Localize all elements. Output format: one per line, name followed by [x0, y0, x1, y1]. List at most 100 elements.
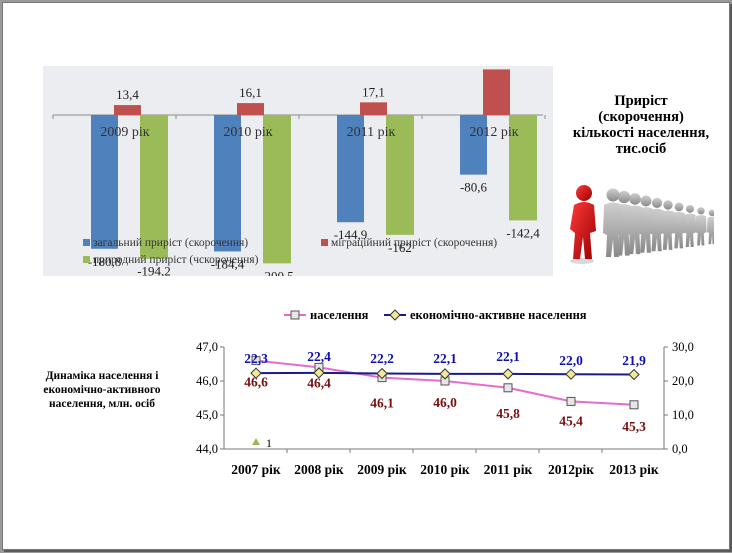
- right-tick-label: 30,0: [672, 340, 694, 354]
- bar: [140, 115, 168, 259]
- bar-data-label: 13,4: [116, 87, 139, 102]
- population-legend-label: населення: [310, 308, 369, 322]
- bar: [460, 115, 487, 175]
- population-data-label: 46,0: [433, 395, 457, 410]
- x-tick-label: 2009 рік: [357, 462, 407, 477]
- bar: [483, 69, 510, 115]
- population-line-chart: 2007 рік 2008 рік 2009 рік 2010 рік 2011 рік…: [196, 308, 694, 477]
- right-tick-label: 10,0: [672, 408, 694, 422]
- population-chart-label: Динаміка населення і економічно-активног…: [21, 369, 183, 411]
- population-data-label: 46,4: [307, 375, 331, 390]
- economic-active-point: [250, 367, 262, 379]
- grey-figure-icon: [672, 202, 686, 249]
- bar-category-label: 2010 рік: [223, 125, 272, 140]
- left-tick-label: 44,0: [196, 442, 218, 456]
- population-legend-marker: [290, 310, 300, 320]
- bar-chart-panel: -180,8-184,4-144,9-80,613,416,117,161,6-…: [43, 66, 553, 276]
- bar: [386, 115, 414, 235]
- bar: [360, 102, 387, 115]
- bar-category-label: 2009 рік: [100, 125, 149, 140]
- bar-category-label: 2012 рік: [469, 125, 518, 140]
- bar-category-label: 2011 рік: [347, 125, 396, 140]
- bar-data-label: 17,1: [362, 84, 385, 99]
- population-point: [629, 400, 639, 410]
- right-tick-label: 20,0: [672, 374, 694, 388]
- bar-legend-swatch: [83, 256, 90, 263]
- population-data-label: 45,4: [559, 413, 583, 428]
- x-tick-label: 2007 рік: [231, 462, 281, 477]
- economic-active-data-label: 22,0: [559, 353, 583, 368]
- bar-data-label: -80,6: [460, 180, 488, 195]
- economic-active-data-label: 22,2: [370, 351, 394, 366]
- bar: [237, 103, 264, 115]
- grey-figure-icon: [683, 204, 697, 247]
- population-data-label: 45,3: [622, 419, 646, 434]
- economic-legend-marker: [389, 309, 401, 321]
- bar-data-label: -162: [388, 240, 412, 255]
- extra-marker-label: 1: [266, 436, 272, 450]
- economic-active-point: [502, 368, 514, 380]
- bar: [337, 115, 364, 223]
- bar-legend-label: загальний приріст (скорочення): [93, 237, 248, 249]
- bar-data-label: -184,4: [211, 256, 245, 271]
- left-tick-label: 47,0: [196, 340, 218, 354]
- economic-active-data-label: 21,9: [622, 353, 646, 368]
- economic-active-data-label: 22,4: [307, 349, 331, 364]
- bar: [263, 115, 291, 264]
- population-data-label: 46,6: [244, 375, 268, 390]
- economic-active-point: [565, 368, 577, 380]
- bar-data-label: -180,8: [88, 254, 122, 269]
- population-data-label: 46,1: [370, 396, 394, 411]
- title-line-1: Приріст: [614, 93, 668, 109]
- x-tick-label: 2010 рік: [420, 462, 470, 477]
- economic-active-point: [628, 368, 640, 381]
- x-tick-label: 2012рік: [548, 462, 594, 477]
- economic-active-point: [313, 367, 325, 379]
- bar-legend-swatch: [321, 239, 328, 246]
- left-tick-label: 45,0: [196, 408, 218, 422]
- population-label-line-3: населення, млн. осіб: [49, 398, 155, 410]
- extra-triangle-marker: [252, 438, 260, 445]
- people-queue-illustration: [566, 161, 714, 271]
- bar-chart: -180,8-184,4-144,9-80,613,416,117,161,6-…: [52, 66, 546, 276]
- grey-figure-icon: [660, 200, 676, 250]
- title-line-2: (скорочення): [598, 109, 684, 125]
- economic-active-data-label: 22,3: [244, 351, 268, 366]
- grey-figure-icon: [603, 188, 623, 257]
- population-point: [566, 396, 576, 406]
- economic-legend-label: економічно-активне населення: [410, 308, 587, 322]
- economic-active-point: [376, 367, 388, 380]
- bar-data-label: -142,4: [506, 225, 540, 240]
- bar-data-label: 16,1: [239, 85, 262, 100]
- bar-legend-label: природний приріст (чскорочення): [93, 254, 259, 266]
- population-point: [251, 356, 261, 366]
- bar-data-label: -144,9: [334, 227, 368, 242]
- bar-legend-label: міграційний приріст (скорочення): [331, 237, 497, 249]
- title-line-4: тис.осіб: [615, 141, 667, 157]
- population-data-label: 45,8: [496, 406, 520, 421]
- grey-figure-icon: [695, 207, 707, 246]
- population-label-line-1: Динаміка населення і: [45, 370, 159, 382]
- bar-legend-swatch: [83, 239, 90, 246]
- red-figure-icon: [570, 185, 596, 264]
- bar: [114, 105, 141, 115]
- economic-active-data-label: 22,1: [496, 349, 520, 364]
- bar: [214, 115, 241, 252]
- economic-active-data-label: 22,1: [433, 351, 457, 366]
- bar: [509, 115, 537, 221]
- x-tick-label: 2013 рік: [609, 462, 659, 477]
- bar: [91, 115, 118, 249]
- bar-data-label: -200,5: [260, 268, 294, 276]
- grey-figure-icon: [706, 209, 714, 245]
- bar-data-label: -194,2: [137, 264, 171, 276]
- population-point: [503, 383, 513, 393]
- left-tick-label: 46,0: [196, 374, 218, 388]
- bar-chart-title: Приріст (скорочення) кількості населення…: [556, 93, 726, 157]
- economic-active-point: [439, 368, 451, 380]
- right-tick-label: 0,0: [672, 442, 688, 456]
- title-line-3: кількості населення,: [572, 125, 710, 141]
- x-tick-label: 2011 рік: [484, 462, 533, 477]
- x-tick-label: 2008 рік: [294, 462, 344, 477]
- population-label-line-2: економічно-активного: [43, 384, 161, 396]
